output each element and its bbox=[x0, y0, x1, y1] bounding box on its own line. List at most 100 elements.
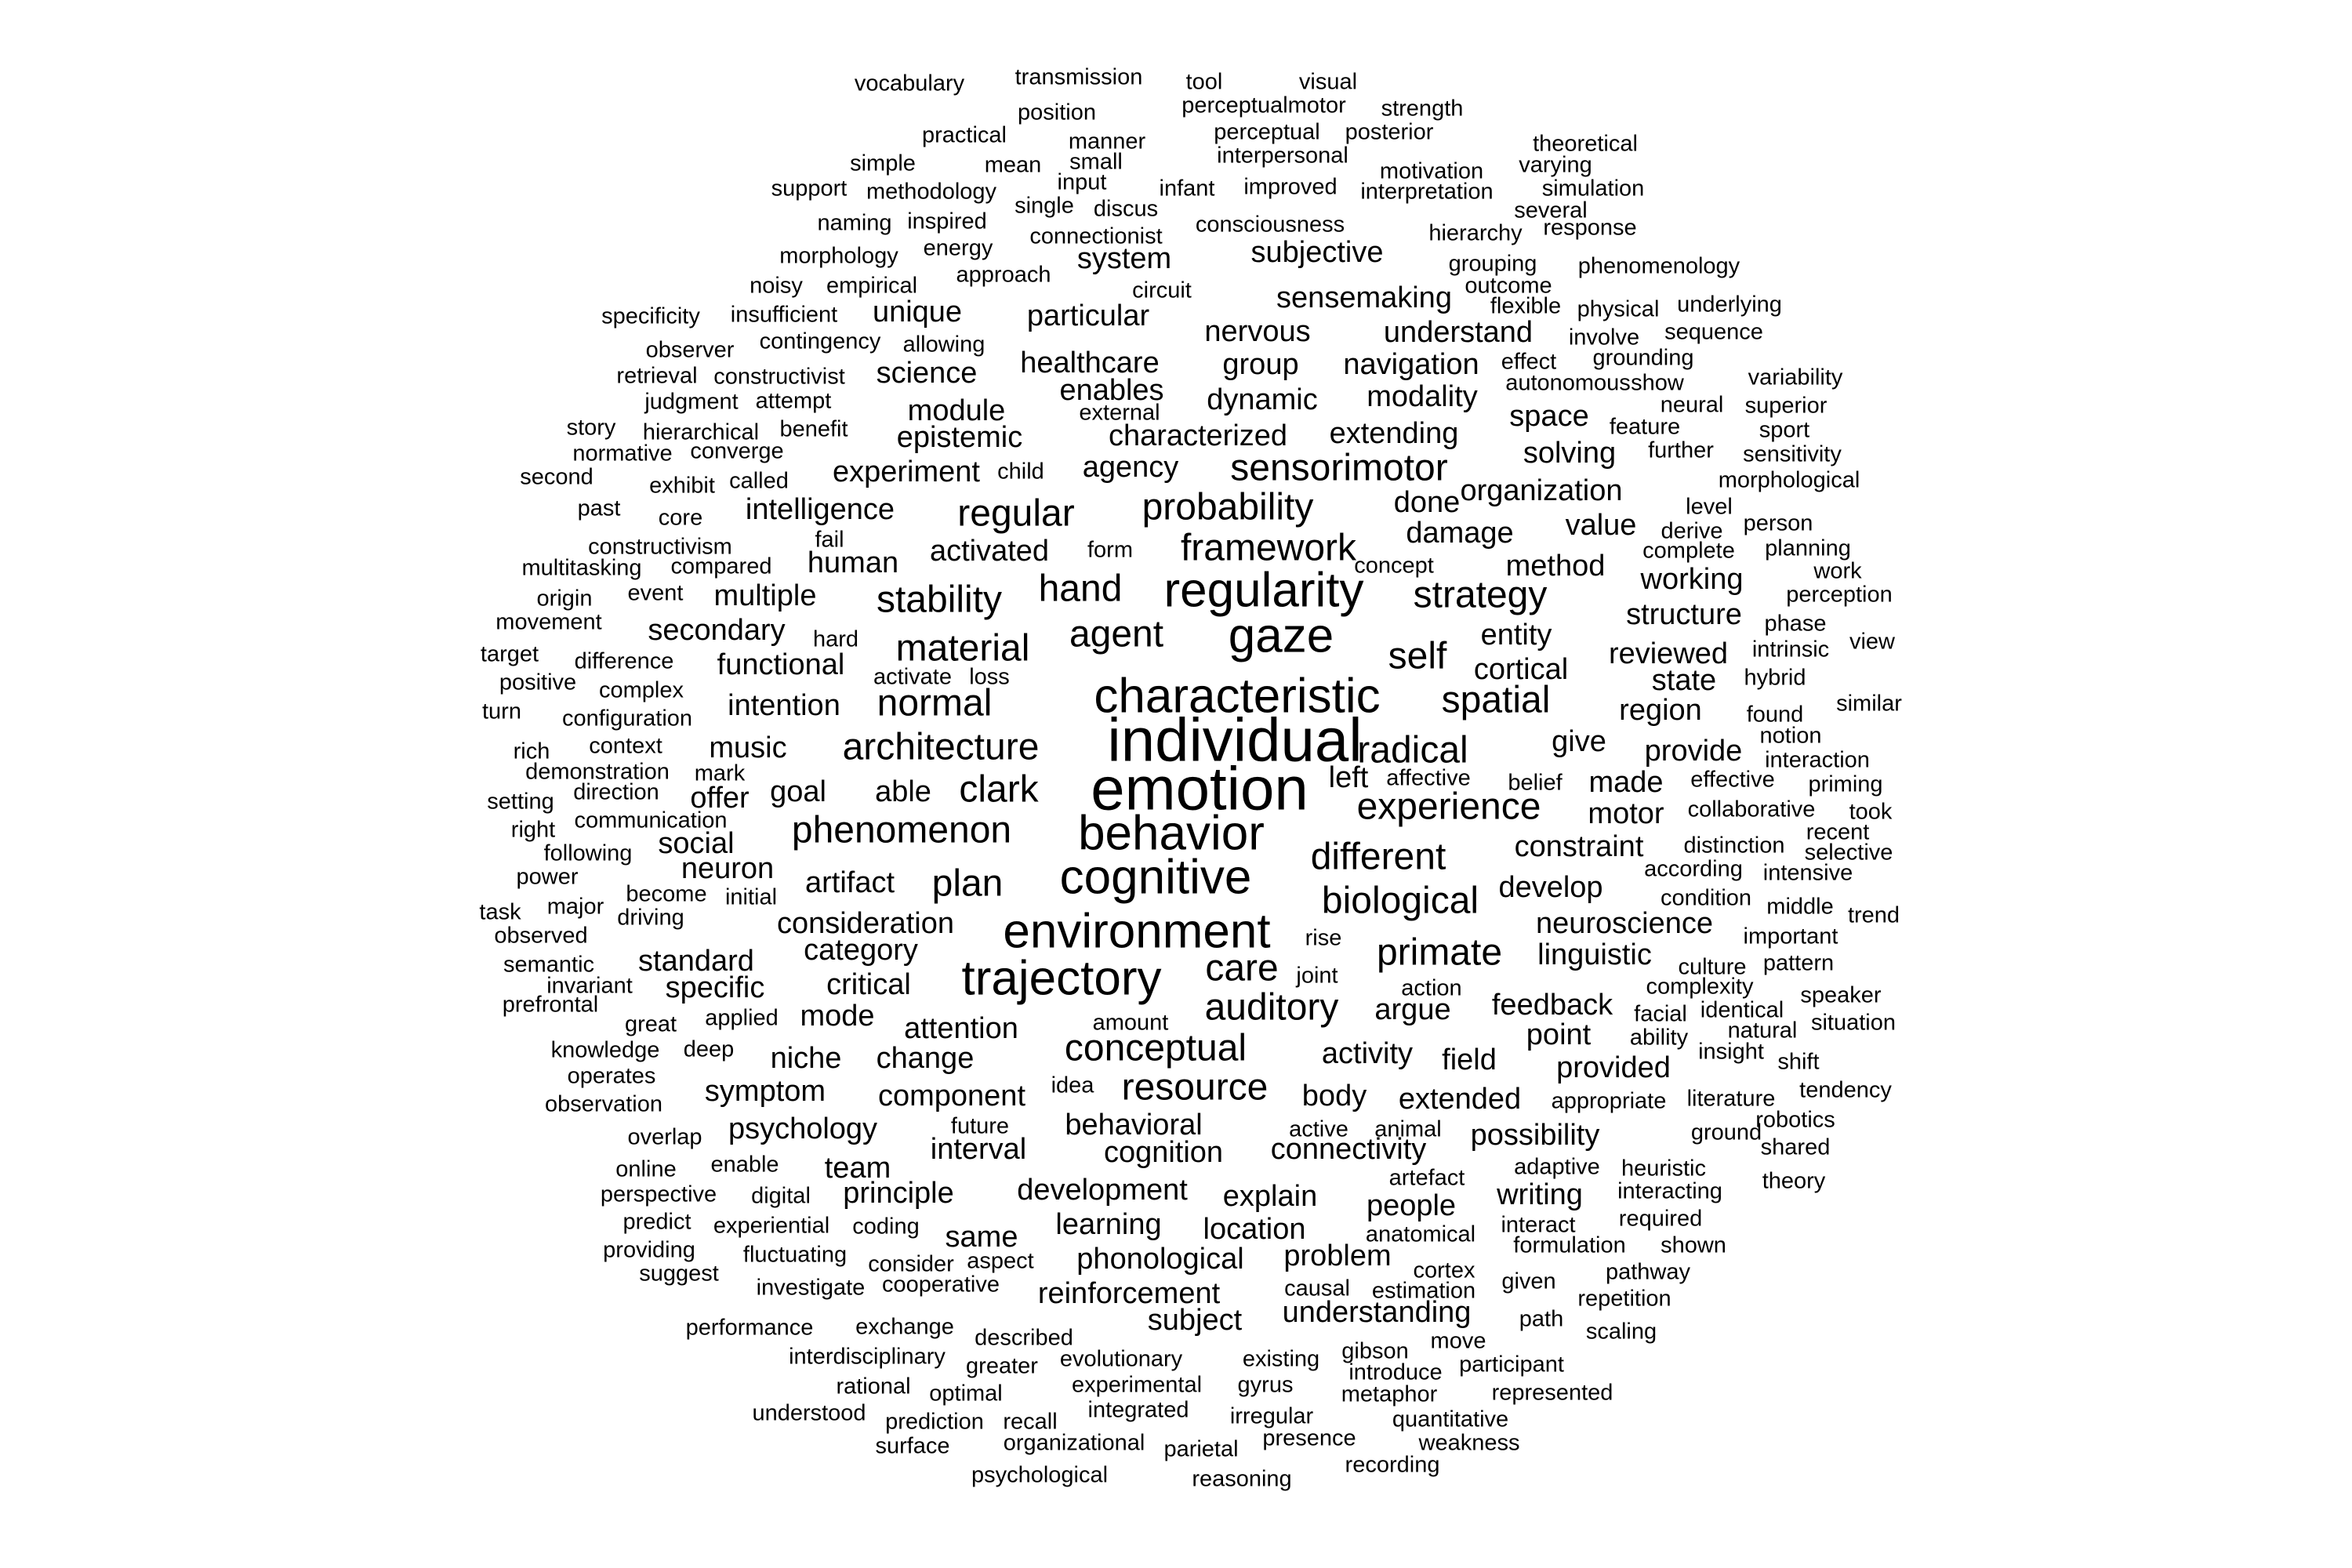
word-secondary: secondary bbox=[648, 614, 785, 647]
word-visual: visual bbox=[1299, 70, 1357, 95]
word-greater: greater bbox=[966, 1354, 1038, 1379]
word-interact: interact bbox=[1501, 1213, 1575, 1238]
word-experiment: experiment bbox=[833, 456, 980, 488]
word-grounding: grounding bbox=[1593, 346, 1694, 371]
word-difference: difference bbox=[575, 649, 674, 674]
word-enable: enable bbox=[710, 1152, 779, 1178]
word-observation: observation bbox=[545, 1092, 662, 1117]
word-anatomical: anatomical bbox=[1366, 1222, 1475, 1247]
word-called: called bbox=[729, 469, 789, 494]
word-trend: trend bbox=[1848, 903, 1900, 928]
word-pattern: pattern bbox=[1763, 951, 1834, 976]
word-nervous: nervous bbox=[1204, 315, 1310, 348]
word-architecture: architecture bbox=[843, 727, 1040, 768]
word-experimental: experimental bbox=[1072, 1373, 1202, 1398]
word-performance: performance bbox=[686, 1316, 814, 1341]
word-done: done bbox=[1394, 486, 1461, 519]
word-demonstration: demonstration bbox=[525, 760, 670, 785]
word-epistemic: epistemic bbox=[897, 421, 1023, 454]
word-fail: fail bbox=[815, 528, 844, 553]
word-artifact: artifact bbox=[805, 866, 895, 899]
word-benefit: benefit bbox=[779, 417, 848, 442]
word-gibson: gibson bbox=[1341, 1339, 1408, 1364]
word-retrieval: retrieval bbox=[616, 364, 697, 389]
word-interval: interval bbox=[931, 1133, 1027, 1166]
word-ground: ground bbox=[1691, 1120, 1762, 1145]
word-concept: concept bbox=[1354, 554, 1434, 579]
word-system: system bbox=[1077, 242, 1171, 275]
word-operates: operates bbox=[568, 1064, 656, 1089]
word-different: different bbox=[1311, 837, 1446, 878]
word-deep: deep bbox=[684, 1037, 735, 1062]
word-consider: consider bbox=[868, 1252, 954, 1277]
word-reinforcement: reinforcement bbox=[1038, 1277, 1221, 1310]
word-repetition: repetition bbox=[1577, 1287, 1671, 1312]
word-simple: simple bbox=[850, 151, 916, 176]
word-digital: digital bbox=[751, 1184, 811, 1209]
word-posterior: posterior bbox=[1345, 120, 1434, 145]
word-organizational: organizational bbox=[1004, 1431, 1145, 1456]
word-ability: ability bbox=[1630, 1025, 1689, 1051]
word-consideration: consideration bbox=[777, 907, 954, 940]
word-specific: specific bbox=[666, 971, 765, 1004]
word-shift: shift bbox=[1777, 1050, 1819, 1075]
word-robotics: robotics bbox=[1755, 1108, 1835, 1133]
word-integrated: integrated bbox=[1088, 1398, 1189, 1423]
word-recording: recording bbox=[1345, 1453, 1440, 1478]
word-interpersonal: interpersonal bbox=[1217, 143, 1348, 169]
word-possibility: possibility bbox=[1471, 1119, 1600, 1152]
word-cognition: cognition bbox=[1104, 1136, 1223, 1169]
word-extending: extending bbox=[1330, 417, 1459, 450]
word-required: required bbox=[1619, 1207, 1702, 1232]
word-intelligence: intelligence bbox=[746, 493, 895, 526]
word-space: space bbox=[1509, 400, 1588, 433]
word-perceptual: perceptual bbox=[1214, 120, 1319, 145]
word-niche: niche bbox=[771, 1042, 842, 1075]
word-affective: affective bbox=[1386, 766, 1470, 791]
word-shown: shown bbox=[1661, 1233, 1726, 1258]
word-setting: setting bbox=[487, 789, 554, 815]
word-radical: radical bbox=[1357, 730, 1468, 771]
word-joint: joint bbox=[1295, 964, 1338, 989]
word-parietal: parietal bbox=[1163, 1437, 1238, 1462]
word-prefrontal: prefrontal bbox=[503, 993, 599, 1018]
word-experiential: experiential bbox=[713, 1214, 829, 1239]
word-artefact: artefact bbox=[1389, 1166, 1465, 1191]
word-location: location bbox=[1203, 1213, 1306, 1246]
word-constructivism: constructivism bbox=[588, 535, 732, 560]
word-superior: superior bbox=[1745, 394, 1828, 419]
word-unique: unique bbox=[873, 296, 962, 328]
word-gaze: gaze bbox=[1229, 608, 1334, 662]
word-invariant: invariant bbox=[546, 974, 633, 999]
word-navigation: navigation bbox=[1343, 348, 1479, 381]
word-body: body bbox=[1302, 1080, 1367, 1112]
word-person: person bbox=[1744, 511, 1813, 536]
word-existing: existing bbox=[1243, 1347, 1319, 1372]
word-provide: provide bbox=[1645, 735, 1743, 768]
word-gyrus: gyrus bbox=[1238, 1373, 1294, 1398]
word-participant: participant bbox=[1459, 1352, 1564, 1377]
word-mean: mean bbox=[985, 153, 1042, 178]
word-optimal: optimal bbox=[929, 1381, 1003, 1406]
word-component: component bbox=[878, 1080, 1025, 1112]
word-material: material bbox=[896, 628, 1030, 670]
word-distinction: distinction bbox=[1684, 833, 1785, 858]
word-methodology: methodology bbox=[866, 180, 997, 205]
word-development: development bbox=[1017, 1174, 1188, 1207]
word-structure: structure bbox=[1626, 598, 1742, 631]
word-develop: develop bbox=[1498, 871, 1602, 904]
word-complexity: complexity bbox=[1646, 975, 1754, 1000]
word-move: move bbox=[1431, 1329, 1486, 1354]
word-sensorimotor: sensorimotor bbox=[1230, 448, 1447, 489]
word-rational: rational bbox=[836, 1374, 910, 1399]
word-variability: variability bbox=[1748, 365, 1843, 390]
word-writing: writing bbox=[1496, 1178, 1583, 1211]
word-agent: agent bbox=[1069, 614, 1163, 655]
word-weakness: weakness bbox=[1418, 1431, 1520, 1456]
word-principle: principle bbox=[843, 1177, 954, 1210]
word-metaphor: metaphor bbox=[1341, 1382, 1438, 1407]
word-sensemaking: sensemaking bbox=[1276, 281, 1452, 314]
word-circuit: circuit bbox=[1132, 278, 1192, 303]
word-attempt: attempt bbox=[756, 389, 832, 414]
